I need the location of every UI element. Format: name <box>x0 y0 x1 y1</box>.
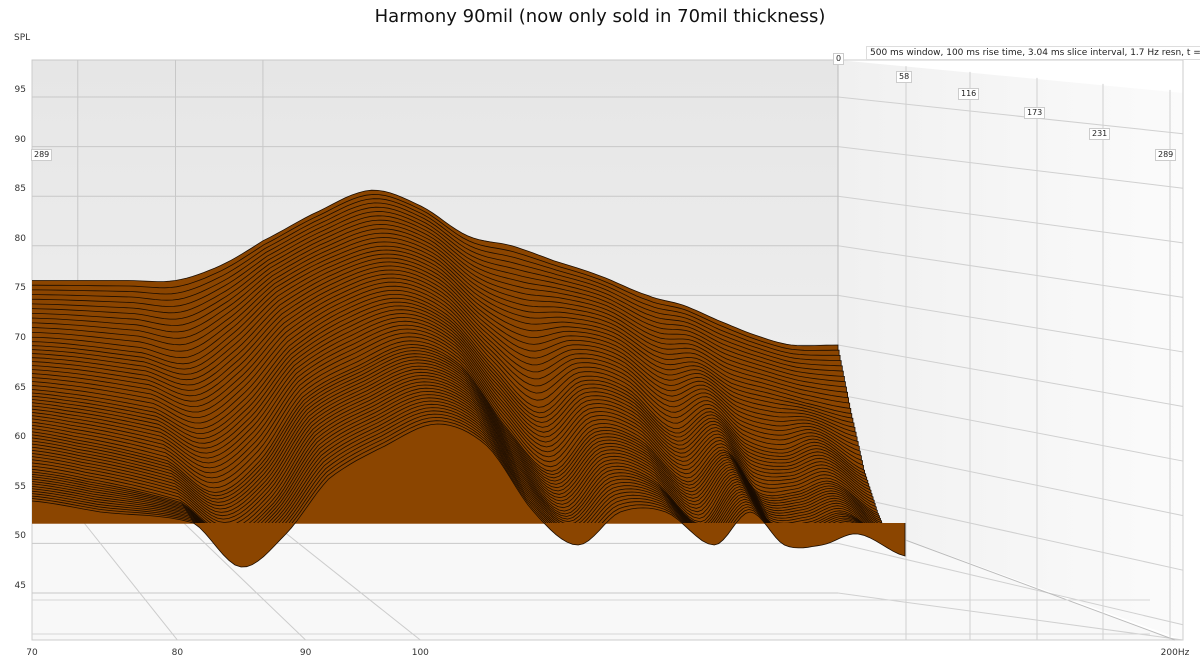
floor-x-gridline <box>262 514 421 641</box>
waterfall-slice-line <box>32 371 889 537</box>
waterfall-slice-line <box>32 359 885 527</box>
waterfall-slice-line <box>32 362 886 530</box>
waterfall-slice-line <box>32 189 839 524</box>
y-tick-label: 95 <box>14 85 26 95</box>
y-tick-label: 90 <box>14 134 26 145</box>
waterfall-slice-line <box>32 301 868 524</box>
waterfall-slice-line <box>32 285 863 524</box>
waterfall-slice-line <box>32 340 878 524</box>
time-tick-label: 231 <box>1089 128 1111 140</box>
waterfall-slice-line <box>32 219 846 524</box>
waterfall-slice-line <box>32 316 872 524</box>
waterfall-slice-line <box>32 257 856 524</box>
analysis-info: 500 ms window, 100 ms rise time, 3.04 ms… <box>866 46 1200 60</box>
time-tick-label: 289 <box>1155 149 1177 161</box>
time-tick-label: 0 <box>833 53 845 65</box>
side-gridline <box>837 195 1184 244</box>
waterfall-slice-line <box>32 344 879 524</box>
waterfall-slice-line <box>32 241 852 524</box>
waterfall-slice-line <box>32 215 845 524</box>
x-tick-label: 70 <box>26 648 38 658</box>
floor-x-gridline <box>175 514 306 641</box>
waterfall-slice-line <box>32 281 862 524</box>
waterfall-slice-line <box>32 269 859 524</box>
waterfall-slice-line <box>32 423 906 568</box>
waterfall-slice-line <box>32 368 888 535</box>
side-gridline <box>837 245 1184 298</box>
waterfall-slice-line <box>32 365 887 532</box>
waterfall-slice-line <box>32 356 884 525</box>
waterfall-slice-line <box>32 232 849 524</box>
y-tick-label: 65 <box>14 382 26 393</box>
waterfall-slice-line <box>32 289 864 524</box>
waterfall-slice-line <box>32 313 871 524</box>
waterfall-slice-line <box>32 202 842 524</box>
time-tick-label: 289 <box>31 149 53 161</box>
waterfall-slice-line <box>32 347 880 524</box>
y-tick-label: 45 <box>14 581 26 591</box>
x-tick-label: 80 <box>171 648 184 658</box>
side-gridline <box>837 146 1184 189</box>
y-tick-label: 60 <box>14 432 26 443</box>
time-tick-label: 116 <box>958 88 980 100</box>
waterfall-slice-line <box>32 245 853 524</box>
waterfall-slice-line <box>32 297 867 524</box>
waterfall-slice-line <box>32 273 860 524</box>
waterfall-slice-line <box>32 309 870 524</box>
waterfall-slice-line <box>32 336 877 524</box>
waterfall-slice-line <box>32 294 865 524</box>
side-gridline <box>837 394 1184 462</box>
x-tick-label: 200Hz <box>1160 648 1190 658</box>
waterfall-slice-line <box>32 253 855 524</box>
side-gridline <box>837 493 1184 571</box>
x-tick-label: 90 <box>299 648 312 658</box>
waterfall-slices <box>32 189 906 568</box>
y-tick-label: 85 <box>14 184 26 195</box>
waterfall-slice-line <box>32 277 861 524</box>
y-tick-label: 55 <box>14 481 26 492</box>
y-tick-label: 75 <box>14 283 26 294</box>
side-gridline <box>837 96 1184 135</box>
waterfall-slice-line <box>32 198 841 524</box>
side-gridline <box>837 443 1184 517</box>
y-axis-label: SPL <box>14 33 31 43</box>
chart-title: Harmony 90mil (now only sold in 70mil th… <box>374 6 826 27</box>
waterfall-slice-line <box>32 194 840 524</box>
waterfall-slice-line <box>32 265 858 524</box>
floor-x-gridline <box>77 514 178 641</box>
x-tick-label: 100 <box>411 648 429 658</box>
side-gridline <box>837 294 1184 353</box>
side-gridline <box>837 542 1184 626</box>
side-wall <box>838 60 1183 640</box>
time-tick-label: 173 <box>1024 107 1046 119</box>
waterfall-slice-line <box>32 206 843 524</box>
waterfall-slice-line <box>32 211 844 524</box>
y-tick-label: 80 <box>14 233 26 244</box>
waterfall-slice-line <box>32 353 882 524</box>
y-tick-label: 70 <box>14 333 26 343</box>
side-gridline <box>837 592 1184 641</box>
y-tick-label: 50 <box>14 531 26 542</box>
waterfall-slice-line <box>32 328 875 524</box>
waterfall-slice-line <box>32 320 873 524</box>
waterfall-slice-line <box>32 228 848 524</box>
waterfall-slice-line <box>32 237 851 524</box>
waterfall-slice-line <box>32 332 876 524</box>
waterfall-slice-fill <box>32 424 905 567</box>
waterfall-slice-line <box>32 223 847 524</box>
waterfall-slice-line <box>32 249 854 524</box>
waterfall-slice-line <box>32 350 881 524</box>
time-tick-label: 58 <box>896 71 913 83</box>
waterfall-slice-line <box>32 305 869 524</box>
side-gridline <box>837 344 1184 407</box>
waterfall-slice-line <box>32 261 857 524</box>
waterfall-slice-line <box>32 324 874 524</box>
